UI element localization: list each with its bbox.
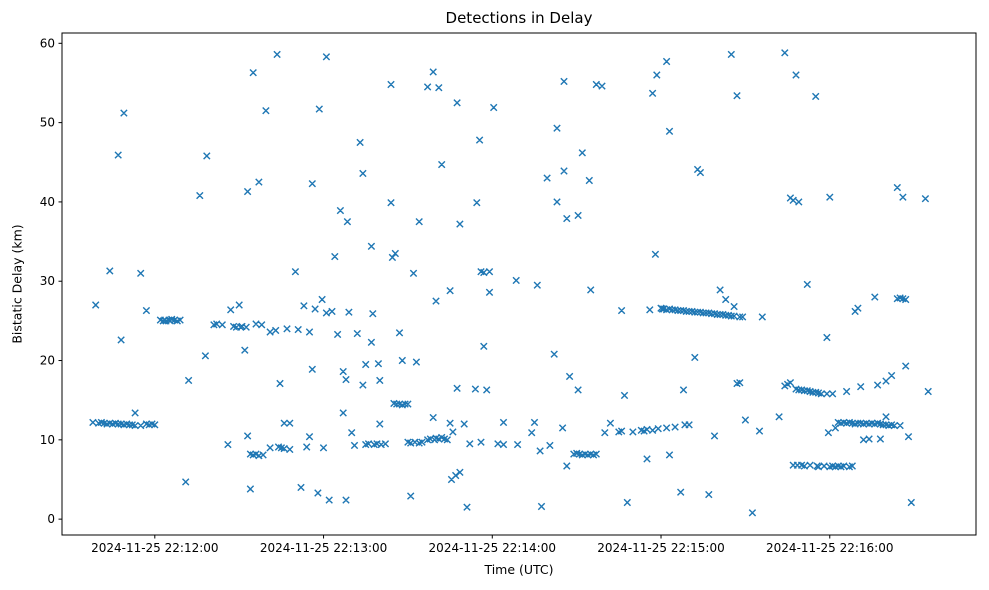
y-tick-label: 30	[40, 274, 55, 288]
axes-frame	[61, 32, 977, 536]
y-tick-label: 40	[40, 195, 55, 209]
x-axis-label: Time (UTC)	[484, 562, 554, 577]
y-tick-label: 50	[40, 116, 55, 130]
y-tick-label: 0	[47, 512, 55, 526]
x-tick-label: 2024-11-25 22:16:00	[766, 541, 893, 555]
y-tick-label: 60	[40, 36, 55, 50]
x-tick-label: 2024-11-25 22:15:00	[597, 541, 724, 555]
y-axis: 0 10 20 30 40 50 60	[40, 36, 62, 526]
chart-title: Detections in Delay	[445, 9, 593, 27]
y-tick-label: 10	[40, 433, 55, 447]
y-axis-label: Bistatic Delay (km)	[9, 224, 25, 344]
x-tick-label: 2024-11-25 22:12:00	[91, 541, 218, 555]
scatter-points	[89, 49, 932, 517]
y-tick-label: 20	[40, 354, 55, 368]
x-tick-label: 2024-11-25 22:14:00	[429, 541, 556, 555]
x-tick-label: 2024-11-25 22:13:00	[260, 541, 387, 555]
x-axis: 2024-11-25 22:12:00 2024-11-25 22:13:00 20…	[91, 535, 893, 555]
